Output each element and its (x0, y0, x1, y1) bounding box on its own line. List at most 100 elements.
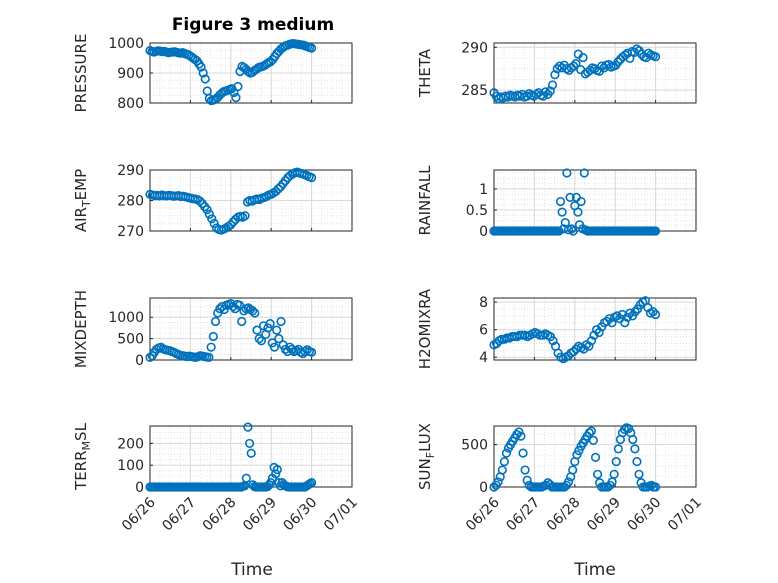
data-point (243, 66, 253, 77)
data-point (586, 426, 596, 436)
data-point (628, 434, 638, 445)
data-point (563, 477, 574, 487)
y-tick-label: 1000 (108, 310, 144, 326)
data-point (209, 218, 219, 228)
data-point (552, 64, 562, 74)
axes-box (493, 42, 697, 104)
data-point (493, 477, 503, 487)
data-point (540, 87, 551, 97)
y-tick-label: 285 (461, 83, 488, 99)
y-axis-label-part: H2OMIXRA (416, 288, 434, 369)
x-tick-label: 06/26 (119, 494, 159, 534)
axes-box (493, 425, 697, 488)
data-point (547, 80, 558, 90)
data-point (643, 48, 654, 58)
data-point (208, 331, 218, 342)
data-point (578, 52, 588, 63)
data-point (565, 192, 575, 202)
y-axis-label-part: RAINFALL (416, 165, 434, 236)
data-point (630, 444, 640, 454)
data-point (228, 217, 238, 227)
y-axis-label: SUNFLUX (416, 423, 437, 490)
data-point (571, 58, 581, 69)
y-tick-label: 1000 (108, 36, 144, 52)
panel-rainfall: 0 0.5 1 RAINFALL (416, 165, 697, 240)
data-point (237, 316, 247, 327)
data-point (612, 311, 622, 321)
data-point (613, 444, 623, 454)
data-point (602, 316, 612, 327)
y-axis-label-part: M (80, 441, 93, 451)
panel-theta: 285 290 THETA (416, 40, 697, 104)
data-point (233, 81, 243, 92)
x-tick-label: 06/27 (503, 495, 543, 535)
x-tick-label: 06/28 (544, 495, 584, 535)
axes-box (493, 297, 697, 361)
x-tick-label: 07/01 (665, 495, 705, 535)
y-tick-label: 0.5 (466, 203, 488, 219)
data-point (497, 465, 507, 475)
data-point (524, 480, 534, 490)
data-point (562, 168, 572, 178)
data-point (592, 325, 602, 335)
data-point (228, 301, 238, 312)
x-axis-label-right: Time (573, 560, 616, 580)
figure-title: Figure 3 medium (172, 15, 334, 35)
y-axis-label-part: T (80, 200, 93, 208)
y-axis-label: PRESSURE (72, 34, 90, 113)
panel-air_temp: 270 280 290 AIRTEMP (72, 163, 353, 240)
y-axis-label: H2OMIXRA (416, 288, 434, 369)
data-point (231, 92, 241, 103)
data-point (650, 482, 661, 492)
y-axis-label: THETA (416, 48, 434, 98)
data-point (548, 336, 558, 346)
data-point (276, 316, 286, 327)
data-point (229, 87, 239, 98)
data-point (648, 307, 658, 317)
data-point (241, 473, 251, 483)
data-point (584, 428, 594, 438)
data-point (522, 475, 532, 485)
data-point (555, 196, 566, 207)
panel-sun_flux: 0 500 SUNFLUX 06/26 06/27 06/28 06/29 06/30 07/0… (416, 423, 705, 534)
y-tick-label: 290 (117, 163, 144, 179)
data-point (625, 308, 635, 318)
data-point (632, 44, 642, 54)
y-tick-label: 280 (117, 194, 144, 210)
data-point (516, 431, 526, 441)
data-point (588, 435, 599, 446)
y-tick-label: 900 (117, 66, 144, 82)
x-tick-label: 06/30 (281, 495, 321, 535)
panel-terr_msl: 0 100 200 TERRMSL 06/26 06/27 06/28 06/29 06/30 0… (72, 422, 361, 534)
data-point (613, 57, 623, 67)
data-point (195, 196, 205, 206)
x-tick-label: 06/28 (200, 495, 240, 535)
data-point (620, 318, 630, 328)
data-point (243, 422, 253, 432)
y-tick-label: 1 (479, 182, 488, 198)
y-tick-label: 4 (479, 350, 488, 366)
y-axis-label-part: SUN (416, 458, 434, 490)
data-point (196, 62, 206, 72)
y-tick-label: 8 (479, 295, 488, 311)
data-point (252, 325, 262, 335)
data-point (198, 68, 208, 78)
data-point (541, 480, 551, 490)
data-point (307, 173, 317, 183)
data-point (501, 448, 512, 458)
data-point (567, 224, 577, 234)
data-point (300, 346, 310, 357)
y-tick-label: 100 (117, 458, 144, 474)
x-axis-label-left: Time (230, 560, 273, 580)
data-point (607, 318, 617, 328)
panel-mixdepth: 0 500 1000 MIXDEPTH (72, 290, 353, 369)
y-axis-label: TERRMSL (72, 422, 93, 491)
data-point (204, 209, 215, 219)
data-point (210, 316, 221, 327)
data-point (560, 217, 570, 228)
data-point (273, 184, 283, 194)
y-axis-label: AIRTEMP (72, 169, 93, 232)
data-point (265, 319, 275, 329)
data-point (590, 452, 601, 462)
